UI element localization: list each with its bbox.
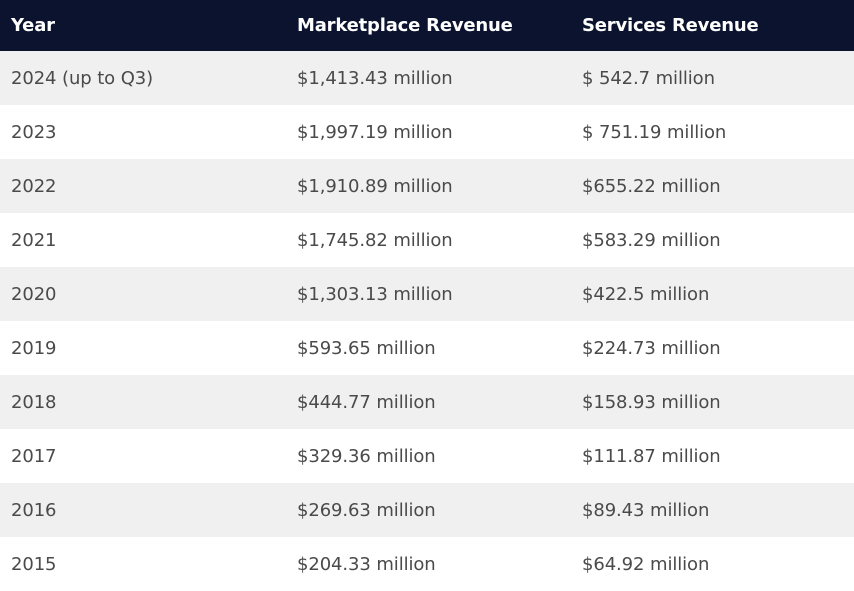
cell-year: 2021 bbox=[11, 229, 57, 251]
cell-year: 2022 bbox=[11, 175, 57, 197]
cell-year: 2024 (up to Q3) bbox=[11, 67, 154, 89]
table-body: 2024 (up to Q3) $1,413.43 million $ 542.… bbox=[0, 51, 854, 591]
cell-services-revenue: $158.93 million bbox=[582, 391, 721, 413]
cell-services-revenue: $89.43 million bbox=[582, 499, 710, 521]
cell-marketplace-revenue: $1,910.89 million bbox=[297, 175, 453, 197]
cell-year: 2016 bbox=[11, 499, 57, 521]
cell-marketplace-revenue: $204.33 million bbox=[297, 553, 436, 575]
table-row: 2022 $1,910.89 million $655.22 million bbox=[0, 159, 854, 213]
table-header: Year Marketplace Revenue Services Revenu… bbox=[0, 0, 854, 51]
cell-services-revenue: $111.87 million bbox=[582, 445, 721, 467]
header-services-revenue: Services Revenue bbox=[582, 15, 759, 36]
cell-marketplace-revenue: $329.36 million bbox=[297, 445, 436, 467]
cell-services-revenue: $583.29 million bbox=[582, 229, 721, 251]
cell-year: 2018 bbox=[11, 391, 57, 413]
cell-year: 2015 bbox=[11, 553, 57, 575]
cell-year: 2023 bbox=[11, 121, 57, 143]
cell-services-revenue: $ 542.7 million bbox=[582, 67, 715, 89]
table-row: 2023 $1,997.19 million $ 751.19 million bbox=[0, 105, 854, 159]
cell-marketplace-revenue: $444.77 million bbox=[297, 391, 436, 413]
table-row: 2020 $1,303.13 million $422.5 million bbox=[0, 267, 854, 321]
cell-services-revenue: $64.92 million bbox=[582, 553, 710, 575]
cell-year: 2017 bbox=[11, 445, 57, 467]
header-year: Year bbox=[11, 15, 55, 36]
table-row: 2019 $593.65 million $224.73 million bbox=[0, 321, 854, 375]
cell-year: 2019 bbox=[11, 337, 57, 359]
cell-marketplace-revenue: $1,745.82 million bbox=[297, 229, 453, 251]
table-row: 2024 (up to Q3) $1,413.43 million $ 542.… bbox=[0, 51, 854, 105]
cell-marketplace-revenue: $1,303.13 million bbox=[297, 283, 453, 305]
cell-marketplace-revenue: $269.63 million bbox=[297, 499, 436, 521]
cell-services-revenue: $422.5 million bbox=[582, 283, 710, 305]
cell-marketplace-revenue: $593.65 million bbox=[297, 337, 436, 359]
cell-marketplace-revenue: $1,997.19 million bbox=[297, 121, 453, 143]
table-row: 2017 $329.36 million $111.87 million bbox=[0, 429, 854, 483]
cell-services-revenue: $224.73 million bbox=[582, 337, 721, 359]
table-row: 2015 $204.33 million $64.92 million bbox=[0, 537, 854, 591]
header-row: Year Marketplace Revenue Services Revenu… bbox=[0, 0, 854, 51]
table-row: 2021 $1,745.82 million $583.29 million bbox=[0, 213, 854, 267]
table-row: 2018 $444.77 million $158.93 million bbox=[0, 375, 854, 429]
table-row: 2016 $269.63 million $89.43 million bbox=[0, 483, 854, 537]
cell-services-revenue: $ 751.19 million bbox=[582, 121, 727, 143]
header-marketplace-revenue: Marketplace Revenue bbox=[297, 15, 513, 36]
cell-marketplace-revenue: $1,413.43 million bbox=[297, 67, 453, 89]
cell-year: 2020 bbox=[11, 283, 57, 305]
cell-services-revenue: $655.22 million bbox=[582, 175, 721, 197]
